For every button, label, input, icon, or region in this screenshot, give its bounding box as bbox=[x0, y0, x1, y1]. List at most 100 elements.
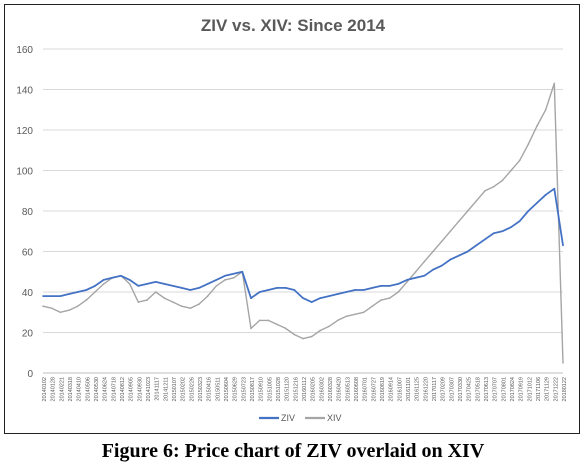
data-point-xiv bbox=[42, 305, 44, 307]
data-point-ziv bbox=[414, 277, 417, 279]
data-point-xiv bbox=[284, 327, 287, 330]
x-tick-label: 20170307 bbox=[449, 377, 455, 401]
data-point-xiv bbox=[310, 335, 313, 338]
x-tick-label: 20170824 bbox=[510, 377, 516, 401]
x-tick-label: 20161220 bbox=[423, 377, 429, 401]
data-point-ziv bbox=[328, 295, 330, 297]
series-line-xiv bbox=[42, 82, 564, 363]
x-tick-label: 20160328 bbox=[328, 377, 334, 401]
data-point-xiv bbox=[492, 185, 495, 188]
data-point-xiv bbox=[198, 303, 200, 305]
data-point-xiv bbox=[388, 297, 391, 299]
data-point-xiv bbox=[345, 315, 348, 318]
data-point-ziv bbox=[458, 254, 460, 257]
series-lines bbox=[42, 82, 564, 364]
data-point-xiv bbox=[423, 260, 426, 263]
x-tick-label: 20160302 bbox=[319, 377, 325, 401]
x-tick-label: 20140128 bbox=[51, 377, 57, 401]
data-point-xiv bbox=[354, 313, 356, 316]
data-point-xiv bbox=[250, 327, 252, 330]
data-point-xiv bbox=[85, 299, 88, 301]
chart: ZIV vs. XIV: Since 2014 0 20 40 60 80 100 120 1… bbox=[16, 16, 568, 423]
x-tick-label: 20171129 bbox=[545, 377, 551, 401]
x-tick-label: 20170209 bbox=[441, 377, 447, 401]
x-tick-label: 20170707 bbox=[493, 377, 499, 401]
x-tick-label: 20140102 bbox=[42, 377, 48, 401]
data-point-ziv bbox=[267, 289, 270, 291]
x-tick-label: 20170919 bbox=[519, 377, 525, 401]
y-tick-label: 140 bbox=[16, 86, 33, 97]
x-tick-label: 20150511 bbox=[215, 377, 221, 401]
x-tick-label: 20160701 bbox=[363, 377, 369, 401]
data-point-xiv bbox=[137, 301, 140, 303]
data-point-ziv bbox=[536, 202, 538, 204]
x-tick-label: 20160513 bbox=[345, 377, 351, 401]
data-point-ziv bbox=[76, 291, 79, 293]
y-axis-ticks: 0 20 40 60 80 100 120 140 160 bbox=[16, 45, 33, 380]
data-point-xiv bbox=[362, 311, 365, 314]
data-point-ziv bbox=[59, 295, 62, 297]
x-tick-label: 20150817 bbox=[250, 377, 256, 401]
legend-label-xiv: XIV bbox=[327, 413, 342, 423]
data-point-ziv bbox=[362, 289, 365, 291]
x-tick-label: 20160608 bbox=[354, 377, 360, 401]
y-tick-label: 120 bbox=[16, 126, 33, 137]
data-point-ziv bbox=[310, 301, 313, 303]
data-point-ziv bbox=[501, 230, 504, 233]
data-point-xiv bbox=[328, 325, 330, 328]
data-point-xiv bbox=[154, 291, 157, 293]
x-tick-label: 20150604 bbox=[224, 377, 230, 401]
data-point-ziv bbox=[68, 293, 70, 295]
data-point-ziv bbox=[354, 289, 356, 291]
x-tick-label: 20140905 bbox=[129, 377, 135, 401]
x-tick-label: 20151216 bbox=[293, 377, 299, 401]
data-point-xiv bbox=[536, 125, 538, 127]
data-point-xiv bbox=[544, 108, 547, 111]
series-line-ziv bbox=[43, 187, 564, 304]
x-tick-label: 20170801 bbox=[501, 377, 507, 401]
data-point-xiv bbox=[163, 297, 166, 299]
data-point-xiv bbox=[510, 169, 512, 172]
x-tick-label: 20160205 bbox=[311, 377, 317, 401]
x-tick-label: 20170425 bbox=[467, 377, 473, 401]
data-point-ziv bbox=[527, 210, 530, 212]
data-point-ziv bbox=[180, 287, 183, 289]
data-point-xiv bbox=[94, 291, 96, 293]
data-point-ziv bbox=[120, 275, 122, 277]
x-tick-label: 20140718 bbox=[111, 377, 117, 401]
data-point-ziv bbox=[258, 291, 261, 293]
y-tick-label: 20 bbox=[22, 329, 34, 340]
data-point-ziv bbox=[518, 220, 521, 222]
y-tick-label: 80 bbox=[22, 207, 34, 218]
data-point-xiv bbox=[258, 319, 261, 322]
figure-caption: Figure 6: Price chart of ZIV overlaid on… bbox=[101, 440, 485, 462]
data-point-xiv bbox=[232, 277, 235, 279]
data-point-xiv bbox=[527, 143, 530, 145]
data-point-xiv bbox=[414, 270, 417, 273]
x-tick-label: 20160727 bbox=[371, 377, 377, 401]
x-tick-label: 20140930 bbox=[137, 377, 143, 401]
data-point-ziv bbox=[423, 275, 426, 277]
x-tick-label: 20170117 bbox=[432, 377, 438, 401]
y-tick-label: 40 bbox=[22, 288, 34, 299]
data-point-xiv bbox=[406, 281, 408, 283]
data-point-xiv bbox=[371, 305, 374, 307]
legend: ZIV XIV bbox=[259, 413, 342, 423]
y-tick-label: 160 bbox=[16, 45, 33, 56]
x-tick-label: 20141211 bbox=[163, 377, 169, 401]
data-point-xiv bbox=[76, 305, 79, 307]
data-point-xiv bbox=[440, 240, 443, 243]
x-tick-label: 20140812 bbox=[120, 377, 126, 401]
data-point-xiv bbox=[293, 333, 296, 336]
x-tick-label: 20140318 bbox=[68, 377, 74, 401]
data-point-ziv bbox=[42, 295, 44, 297]
legend-label-ziv: ZIV bbox=[281, 413, 295, 423]
data-point-xiv bbox=[432, 250, 434, 253]
data-point-ziv bbox=[250, 297, 252, 299]
data-point-xiv bbox=[276, 323, 278, 326]
data-point-ziv bbox=[380, 285, 382, 287]
data-point-ziv bbox=[94, 285, 96, 287]
x-tick-label: 20151120 bbox=[285, 377, 291, 401]
data-point-xiv bbox=[189, 307, 192, 310]
data-point-xiv bbox=[267, 319, 270, 322]
